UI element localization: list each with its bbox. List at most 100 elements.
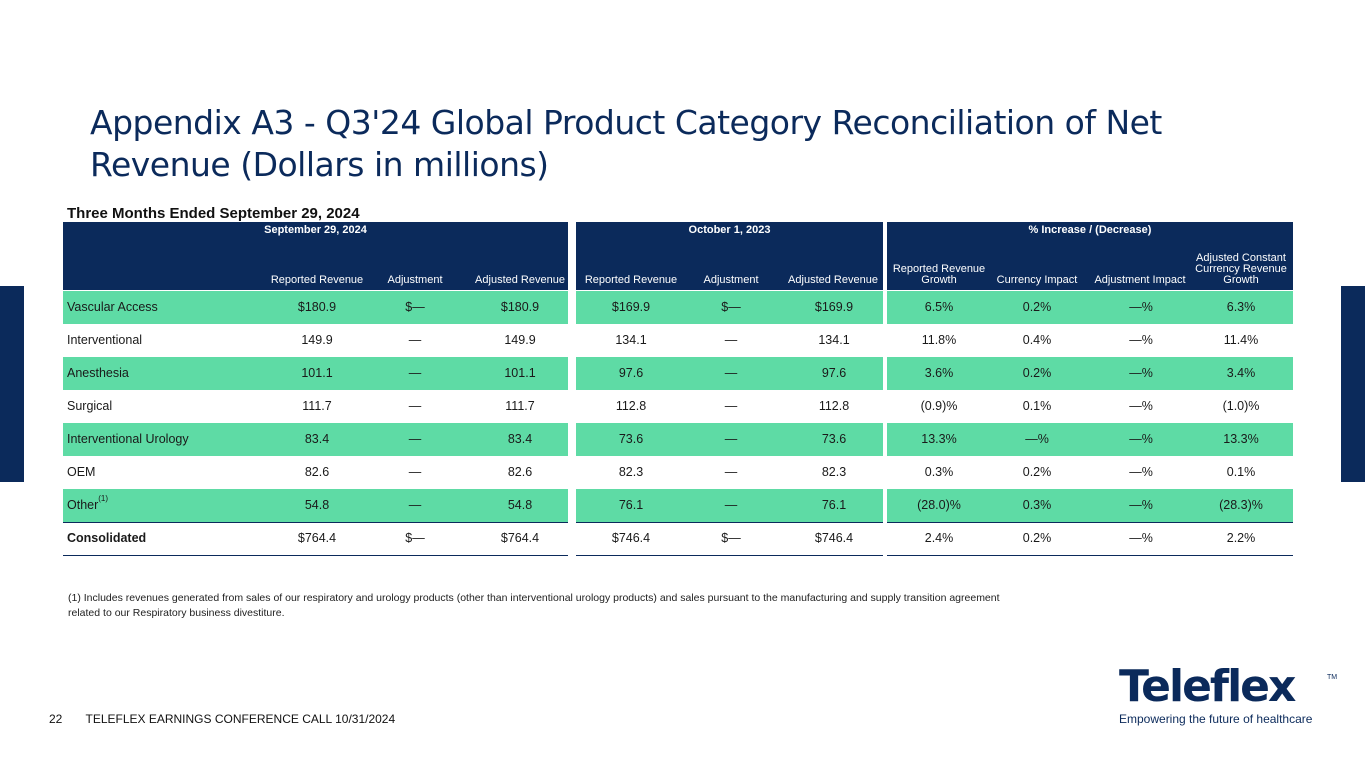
table-cell: 112.8 — [615, 399, 647, 413]
table-cell: 149.9 — [504, 333, 536, 347]
table-cell: 13.3% — [921, 432, 957, 446]
table-cell: $180.9 — [297, 300, 337, 314]
table-cell: — — [724, 465, 738, 479]
footer-text: TELEFLEX EARNINGS CONFERENCE CALL 10/31/… — [85, 712, 396, 726]
table-cell: — — [724, 366, 738, 380]
table-cell: 0.2% — [1022, 366, 1052, 380]
table-cell: 111.7 — [505, 399, 535, 413]
row-band — [887, 357, 1293, 390]
table-row: Surgical 111.7 — 111.7 112.8 — 112.8 (0.9)% 0.1%… — [63, 390, 1293, 423]
right-accent-bar — [1341, 286, 1365, 482]
row-band — [887, 423, 1293, 456]
header-block-middle: October 1, 2023 Reported Revenue Adjustm… — [576, 222, 883, 290]
table-cell: 0.1% — [1226, 465, 1256, 479]
table-cell: 73.6 — [821, 432, 847, 446]
table-cell: 54.8 — [507, 498, 533, 512]
footnote-ref: (1) — [98, 494, 109, 503]
col-header: Reported Revenue — [270, 274, 364, 286]
table-cell: — — [408, 432, 422, 446]
table-cell: 0.2% — [1022, 465, 1052, 479]
col-header: Adjustment — [387, 274, 443, 286]
logo-trademark: TM — [1327, 674, 1338, 681]
row-label: Surgical — [67, 399, 113, 413]
table-cell: —% — [1129, 366, 1153, 380]
table-cell: 0.4% — [1022, 333, 1052, 347]
row-band — [576, 357, 883, 390]
table-cell: —% — [1129, 432, 1153, 446]
left-accent-bar — [0, 286, 24, 482]
table-cell: 134.1 — [818, 333, 850, 347]
row-label: Anesthesia — [67, 366, 129, 380]
col-header: Adjusted Revenue — [475, 274, 565, 286]
row-band — [887, 522, 1293, 556]
table-cell: 3.4% — [1226, 366, 1256, 380]
table-cell: $169.9 — [814, 300, 854, 314]
row-label: Interventional Urology — [67, 432, 189, 446]
table-cell: 11.4% — [1223, 333, 1259, 347]
table-cell: —% — [1129, 465, 1153, 479]
table-cell: $— — [405, 531, 425, 545]
col-header: Adjusted Constant Currency Revenue Growt… — [1195, 252, 1287, 286]
table-cell: — — [724, 333, 738, 347]
table-cell: $746.4 — [814, 531, 854, 545]
row-band — [63, 489, 568, 523]
table-cell: 0.1% — [1022, 399, 1052, 413]
col-header: Adjustment Impact — [1094, 274, 1186, 286]
table-cell: — — [408, 333, 422, 347]
row-band — [887, 291, 1293, 324]
row-label: Vascular Access — [67, 300, 158, 314]
table-row: OEM 82.6 — 82.6 82.3 — 82.3 0.3% 0.2% —% 0.1% — [63, 456, 1293, 489]
header-block-right: % Increase / (Decrease) Reported Revenue… — [887, 222, 1293, 290]
table-cell: 83.4 — [304, 432, 330, 446]
row-label: Interventional — [67, 333, 143, 347]
row-label: Consolidated — [67, 531, 147, 545]
table-cell: —% — [1129, 333, 1153, 347]
table-cell: $169.9 — [611, 300, 651, 314]
table-cell: — — [408, 498, 422, 512]
table-cell: 112.8 — [818, 399, 850, 413]
table-row: Vascular Access $180.9 $— $180.9 $169.9 $— $16… — [63, 291, 1293, 324]
group-header-2023: October 1, 2023 — [688, 224, 771, 236]
table-cell: 0.3% — [924, 465, 954, 479]
table-cell: $764.4 — [500, 531, 540, 545]
table-row: Consolidated $764.4 $— $764.4 $746.4 $— $746.4… — [63, 522, 1293, 556]
table-cell: 73.6 — [618, 432, 644, 446]
table-cell: 111.7 — [302, 399, 332, 413]
col-header: Adjustment — [703, 274, 759, 286]
table-cell: — — [408, 399, 422, 413]
table-row: Other(1) 54.8 — 54.8 76.1 — 76.1 (28.0)% 0.3% —% (… — [63, 489, 1293, 523]
table-cell: 149.9 — [301, 333, 333, 347]
table-cell: 2.2% — [1226, 531, 1256, 545]
table-cell: $764.4 — [297, 531, 337, 545]
table-cell: 2.4% — [924, 531, 954, 545]
table-cell: (28.3)% — [1219, 498, 1263, 512]
col-header: Adjusted Revenue — [788, 274, 878, 286]
row-band — [63, 522, 568, 556]
table-cell: —% — [1025, 432, 1049, 446]
header-block-left: September 29, 2024 Reported Revenue Adju… — [63, 222, 568, 290]
row-band — [63, 357, 568, 390]
table-cell: 97.6 — [618, 366, 644, 380]
logo-tagline: Empowering the future of healthcare — [1119, 712, 1313, 726]
table-cell: $— — [405, 300, 425, 314]
table-cell: $— — [721, 300, 741, 314]
table-cell: 82.6 — [304, 465, 330, 479]
table-cell: —% — [1129, 531, 1153, 545]
table-cell: 6.3% — [1226, 300, 1256, 314]
row-band — [576, 489, 883, 523]
table-cell: 134.1 — [615, 333, 647, 347]
table-row: Interventional 149.9 — 149.9 134.1 — 134.1 11.8… — [63, 324, 1293, 357]
table-cell: (1.0)% — [1222, 399, 1260, 413]
page-title: Appendix A3 - Q3'24 Global Product Categ… — [90, 103, 1162, 184]
row-label: Other(1) — [67, 494, 109, 512]
table-cell: $180.9 — [500, 300, 540, 314]
col-header: Reported Revenue Growth — [892, 263, 986, 286]
period-label: Three Months Ended September 29, 2024 — [67, 205, 360, 222]
page-number: 22 — [49, 712, 63, 726]
teleflex-logo: Teleflex TM Empowering the future of hea… — [1119, 661, 1337, 727]
table-cell: —% — [1129, 300, 1153, 314]
table-cell: — — [408, 465, 422, 479]
logo-wordmark: Teleflex — [1119, 661, 1296, 712]
row-band — [63, 423, 568, 456]
table-cell: (28.0)% — [917, 498, 961, 512]
